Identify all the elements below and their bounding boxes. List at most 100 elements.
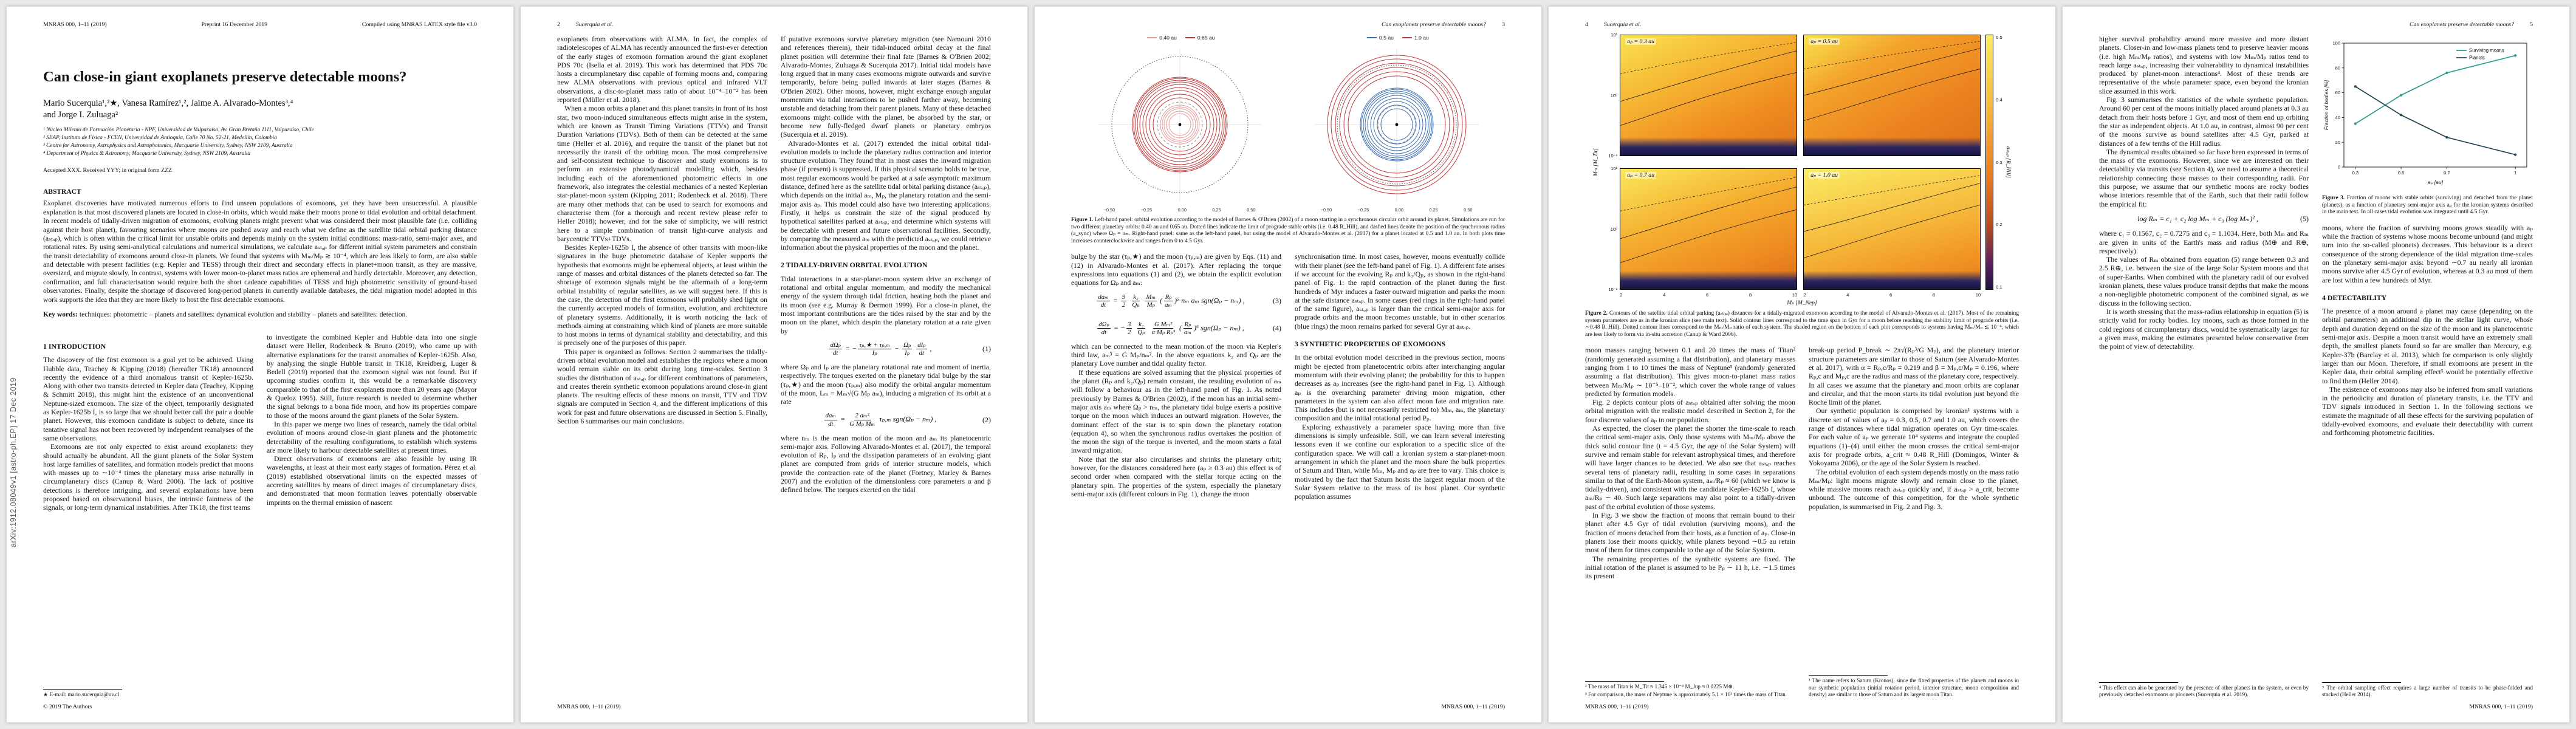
figure2-caption: Figure 2. Contours of the satellite tida…	[1585, 310, 2019, 338]
figure2-grid: aₚ = 0.3 au 10¹ 10⁰ 10⁻¹ aₚ = 0.5 au	[1608, 32, 1981, 298]
svg-text:1: 1	[2514, 170, 2516, 176]
fraction: Ωₚ Iₚ	[902, 341, 913, 357]
equation-number: (4)	[1273, 324, 1281, 333]
figure2-panel1-contours	[1620, 42, 1797, 126]
figure1-panels: −0.50 −0.25 0.00 0.25 0.50	[1071, 42, 1505, 213]
figure1-right-panel: −0.50 −0.25 0.00 0.25 0.50	[1297, 42, 1497, 213]
page-footer: © 2019 The Authors	[43, 703, 477, 710]
paragraph: The values of Rₘ obtained from equation …	[2099, 255, 2309, 307]
tick-label: 0.2	[1996, 222, 2002, 228]
figure2-panel1-yticks: 10¹ 10⁰ 10⁻¹	[1605, 32, 1617, 159]
figure2-panel3-yticks: 10¹ 10⁰ 10⁻¹	[1605, 166, 1617, 292]
abstract-heading: ABSTRACT	[43, 188, 81, 196]
page-footer: MNRAS 000, 1–11 (2019)	[557, 703, 991, 710]
figure2-panel-1: aₚ = 0.3 au 10¹ 10⁰ 10⁻¹	[1608, 32, 1798, 159]
page-4: 4 Sucerquia et al. Mₘ [M_Tit] aₚ = 0.3 a…	[1548, 6, 2056, 723]
equation-number: (2)	[982, 415, 991, 424]
page-5: Can exoplanets preserve detectable moons…	[2062, 6, 2570, 723]
column-right: break-up period P_break ∼ 2π√(Rₚ³/G Mₚ),…	[1809, 346, 2019, 698]
fraction: dΩₚ dt	[1097, 320, 1111, 336]
page-number: 3	[1502, 21, 1505, 28]
affiliation: ⁴ Department of Physics & Astronomy, Mac…	[43, 150, 251, 157]
paper-title: Can close-in giant exoplanets preserve d…	[43, 69, 407, 85]
tick-label: 6	[1705, 292, 1709, 298]
svg-text:40: 40	[2335, 115, 2340, 120]
figure1-legend-left: 0.40 au 0.65 au	[1147, 35, 1215, 41]
paragraph: In this paper we merge two lines of rese…	[267, 419, 477, 454]
tick-label: 0.50	[1247, 207, 1256, 213]
legend-label: 0.5 au	[1379, 35, 1394, 41]
equation: dΩₚ dt = −3 2 k₂ Qₚ G Mₘ² α Mₚ Rₚ³ (Rₚ aₘ)⁶ s…	[1071, 321, 1281, 336]
affiliation: ³ Centre for Astronomy, Astrophysics and…	[43, 142, 293, 149]
legend-line-swatch	[1147, 37, 1157, 38]
accepted-line: Accepted XXX. Received YYY; in original …	[43, 167, 173, 174]
page-number: 4	[1585, 21, 1588, 28]
svg-text:60: 60	[2335, 90, 2340, 95]
figure2-label: Figure 2.	[1585, 310, 1608, 317]
page-2: 2 Sucerquia et al. exoplanets from obser…	[520, 6, 1028, 723]
svg-text:0.7: 0.7	[2444, 170, 2450, 176]
fraction: Rₚ aₘ	[1163, 293, 1173, 309]
tick-label: 10⁻¹	[1608, 287, 1618, 292]
footnote: ⁵ The orbital sampling effect requires a…	[2322, 680, 2533, 698]
page-header: Can exoplanets preserve detectable moons…	[2099, 21, 2533, 28]
legend-item: 1.0 au	[1402, 35, 1429, 41]
fraction: dΩₚ dt	[829, 341, 842, 357]
column-left: exoplanets from observations with ALMA. …	[557, 35, 767, 698]
footnote: ³ For comparison, the mass of Neptune is…	[1585, 691, 1787, 697]
section-heading: 3 SYNTHETIC PROPERTIES OF EXOMOONS	[1295, 340, 1446, 349]
svg-text:Planets: Planets	[2469, 55, 2485, 61]
journal-ref: MNRAS 000, 1–11 (2019)	[43, 21, 107, 28]
page-header: MNRAS 000, 1–11 (2019) Preprint 16 Decem…	[43, 21, 477, 28]
tick-label: 0.50	[1464, 207, 1473, 213]
equation-body: log Rₘ = c₁ + c₂ log Mₘ + c₃ (log Mₘ)² ,	[2137, 214, 2258, 223]
journal-ref: MNRAS 000, 1–11 (2019)	[1441, 703, 1505, 710]
figure2-caption-text: Contours of the satellite tidal orbital …	[1585, 310, 2019, 338]
legend-item: 0.40 au	[1147, 35, 1177, 41]
page-number: 5	[2530, 21, 2533, 28]
keywords-label: Key words:	[43, 310, 78, 318]
two-column-body: 1 INTRODUCTION The discovery of the first…	[43, 333, 477, 698]
affiliation: ² SEAP, Instituto de Física - FCEN, Univ…	[43, 135, 277, 141]
legend-line-swatch	[1402, 37, 1412, 38]
tick-label: 8	[1749, 292, 1752, 298]
tick-label: 6	[1889, 292, 1893, 298]
legend-item: 0.65 au	[1185, 35, 1215, 41]
footnote: ★ E-mail: mario.sucerquia@uv.cl	[43, 687, 253, 698]
running-authors: Sucerquia et al.	[575, 21, 614, 28]
tick-label: 0.25	[1212, 207, 1221, 213]
paragraph: It is worth stressing that the mass-radi…	[2099, 307, 2309, 351]
paragraph: where c₁ = 0.1567, c₂ = 0.7275 and c₃ = …	[2099, 229, 2309, 255]
author-line-2: and Jorge I. Zuluaga²	[43, 110, 118, 120]
paragraph: When a moon orbits a planet and this pla…	[557, 104, 767, 243]
footnote: ¹ The name refers to Saturn (Kronos), si…	[1809, 673, 2019, 698]
column-right: If putative exomoons survive planetary m…	[781, 35, 991, 698]
paragraph: Fig. 3 summarises the statistics of the …	[2099, 95, 2309, 148]
svg-text:Surviving moons: Surviving moons	[2469, 48, 2504, 53]
paragraph: break-up period P_break ∼ 2π√(Rₚ³/G Mₚ),…	[1809, 346, 2019, 407]
paragraph: The presence of a moon around a planet m…	[2322, 307, 2533, 385]
paragraph: higher survival probability around more …	[2099, 35, 2309, 95]
column-right: 0.3 0.5 0.7 1 0 20 40 60 80 100 aₚ [au] Fraction of…	[2322, 35, 2533, 698]
page-footer: MNRAS 000, 1–11 (2019)	[1071, 703, 1505, 710]
page-header: Can exoplanets preserve detectable moons…	[1071, 21, 1505, 28]
tick-label: 10¹	[1611, 32, 1618, 38]
paragraph: If these equations are solved assuming t…	[1071, 368, 1281, 455]
paragraph: where Ωₚ and Iₚ are the planetary rotati…	[781, 362, 991, 406]
two-column-body: higher survival probability around more …	[2099, 35, 2533, 698]
figure2-panel2-contours	[1804, 41, 1981, 121]
figure1-left-xticks: −0.50 −0.25 0.00 0.25 0.50	[1104, 207, 1256, 213]
paragraph: Exomoons are not only expected to exist …	[43, 442, 253, 512]
figure1-label: Figure 1.	[1071, 217, 1094, 223]
figure-3: 0.3 0.5 0.7 1 0 20 40 60 80 100 aₚ [au] Fraction of…	[2322, 35, 2533, 216]
paragraph: bulge by the star (τₚ,★) and the moon (τ…	[1071, 252, 1281, 287]
svg-text:0.5: 0.5	[2398, 170, 2404, 176]
fraction: daₘ dt	[1097, 293, 1110, 309]
legend-label: 1.0 au	[1414, 35, 1429, 41]
paragraph: Exploring exhaustively a parameter space…	[1295, 422, 1505, 501]
tick-label: 10	[1792, 292, 1798, 298]
column-left: moon masses ranging between 0.1 and 20 t…	[1585, 346, 1795, 698]
